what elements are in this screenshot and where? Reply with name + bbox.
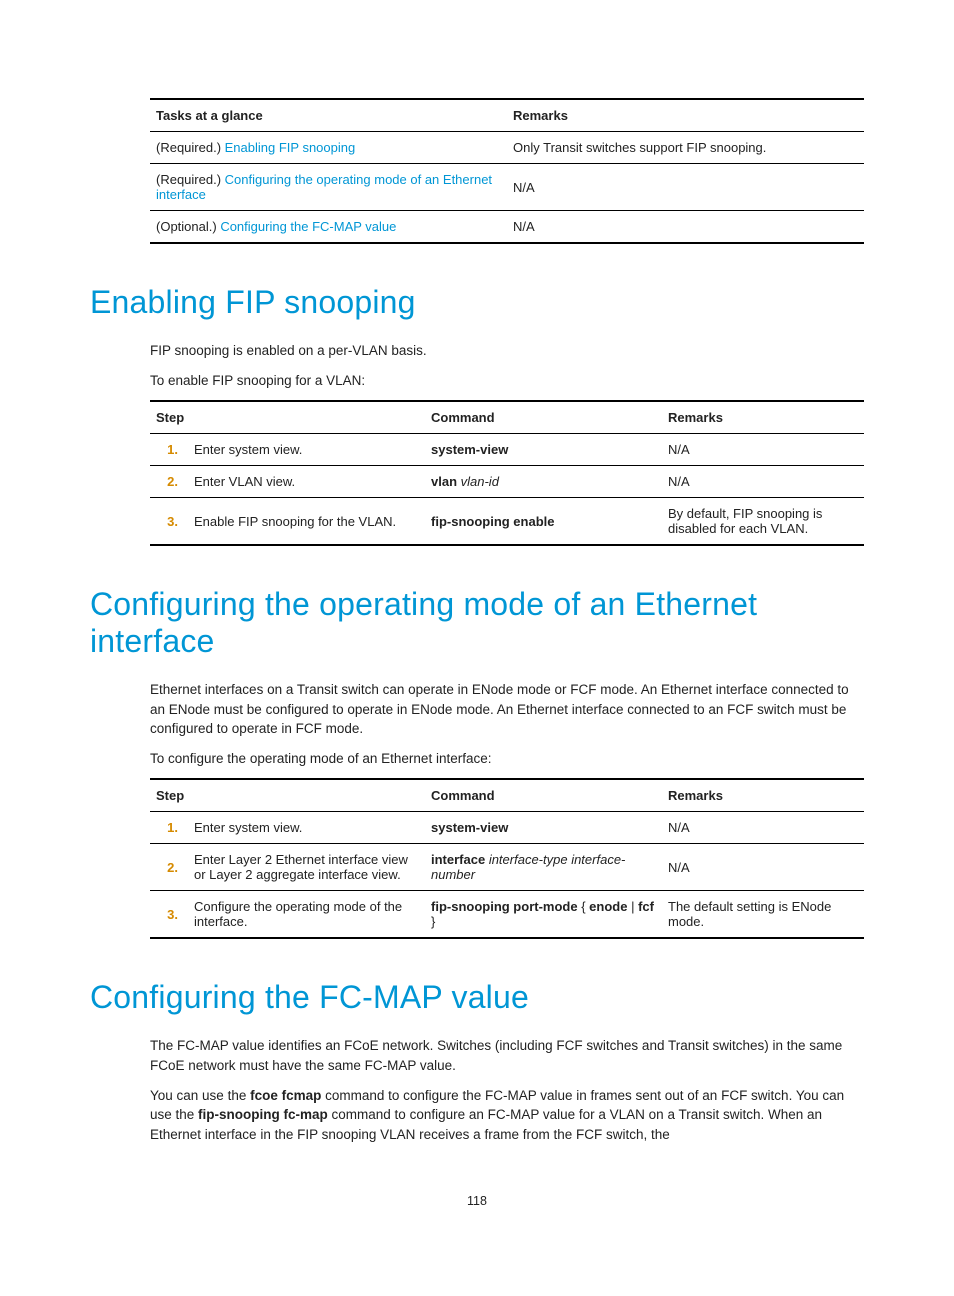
para-text: You can use the [150, 1088, 250, 1103]
step-number: 1. [150, 434, 188, 466]
step-remark: N/A [662, 466, 864, 498]
link-enabling-fip-snooping[interactable]: Enabling FIP snooping [225, 140, 356, 155]
para: To enable FIP snooping for a VLAN: [150, 371, 864, 391]
cmd: interface [431, 852, 485, 867]
table-row: 1. Enter system view. system-view N/A [150, 434, 864, 466]
cmd: fip-snooping port-mode [431, 899, 578, 914]
cmd: system-view [431, 442, 508, 457]
task-remark: N/A [507, 211, 864, 244]
para: FIP snooping is enabled on a per-VLAN ba… [150, 341, 864, 361]
section2-body: Ethernet interfaces on a Transit switch … [150, 680, 864, 939]
col-step: Step [150, 401, 425, 434]
step-desc: Enter VLAN view. [188, 466, 425, 498]
step-remark: N/A [662, 434, 864, 466]
para: You can use the fcoe fcmap command to co… [150, 1086, 864, 1145]
step-number: 1. [150, 812, 188, 844]
para: Ethernet interfaces on a Transit switch … [150, 680, 864, 739]
step-remark: By default, FIP snooping is disabled for… [662, 498, 864, 546]
step-number: 2. [150, 466, 188, 498]
section3-body: The FC-MAP value identifies an FCoE netw… [150, 1036, 864, 1144]
step-desc: Enable FIP snooping for the VLAN. [188, 498, 425, 546]
step-number: 3. [150, 891, 188, 939]
cmd: fip-snooping enable [431, 514, 555, 529]
step-desc: Enter Layer 2 Ethernet interface view or… [188, 844, 425, 891]
step-number: 2. [150, 844, 188, 891]
page-number: 118 [90, 1194, 864, 1208]
table-row: (Required.) Enabling FIP snooping Only T… [150, 132, 864, 164]
tasks-header-col1: Tasks at a glance [150, 99, 507, 132]
link-configuring-fc-map[interactable]: Configuring the FC-MAP value [220, 219, 396, 234]
step-desc: Configure the operating mode of the inte… [188, 891, 425, 939]
cmd: system-view [431, 820, 508, 835]
inline-cmd: fcoe fcmap [250, 1088, 321, 1103]
cmd-text: } [431, 914, 435, 929]
heading-configuring-operating-mode: Configuring the operating mode of an Eth… [90, 586, 864, 660]
table-row: 2. Enter VLAN view. vlan vlan-id N/A [150, 466, 864, 498]
cmd-opt: enode [589, 899, 627, 914]
tasks-header-col2: Remarks [507, 99, 864, 132]
col-remarks: Remarks [662, 779, 864, 812]
step-remark: N/A [662, 844, 864, 891]
table-row: 3. Enable FIP snooping for the VLAN. fip… [150, 498, 864, 546]
table-row: (Optional.) Configuring the FC-MAP value… [150, 211, 864, 244]
step-number: 3. [150, 498, 188, 546]
table-row: 3. Configure the operating mode of the i… [150, 891, 864, 939]
task-prefix: (Required.) [156, 140, 225, 155]
col-step: Step [150, 779, 425, 812]
para: The FC-MAP value identifies an FCoE netw… [150, 1036, 864, 1075]
cmd-arg: vlan-id [457, 474, 499, 489]
cmd: vlan [431, 474, 457, 489]
step-remark: The default setting is ENode mode. [662, 891, 864, 939]
col-command: Command [425, 401, 662, 434]
table-row: 1. Enter system view. system-view N/A [150, 812, 864, 844]
steps-table-1: Step Command Remarks 1. Enter system vie… [150, 400, 864, 546]
cmd-opt: fcf [638, 899, 654, 914]
step-remark: N/A [662, 812, 864, 844]
table-row: 2. Enter Layer 2 Ethernet interface view… [150, 844, 864, 891]
task-remark: N/A [507, 164, 864, 211]
steps-table-2: Step Command Remarks 1. Enter system vie… [150, 778, 864, 939]
col-remarks: Remarks [662, 401, 864, 434]
col-command: Command [425, 779, 662, 812]
section1-body: FIP snooping is enabled on a per-VLAN ba… [150, 341, 864, 546]
page: Tasks at a glance Remarks (Required.) En… [0, 0, 954, 1248]
table-row: (Required.) Configuring the operating mo… [150, 164, 864, 211]
task-prefix: (Required.) [156, 172, 225, 187]
cmd-text: | [627, 899, 638, 914]
heading-enabling-fip-snooping: Enabling FIP snooping [90, 284, 864, 321]
task-prefix: (Optional.) [156, 219, 220, 234]
step-desc: Enter system view. [188, 434, 425, 466]
tasks-table: Tasks at a glance Remarks (Required.) En… [150, 98, 864, 244]
heading-configuring-fc-map: Configuring the FC-MAP value [90, 979, 864, 1016]
tasks-table-wrap: Tasks at a glance Remarks (Required.) En… [150, 98, 864, 244]
task-remark: Only Transit switches support FIP snoopi… [507, 132, 864, 164]
step-desc: Enter system view. [188, 812, 425, 844]
para: To configure the operating mode of an Et… [150, 749, 864, 769]
cmd-text: { [578, 899, 590, 914]
inline-cmd: fip-snooping fc-map [198, 1107, 328, 1122]
